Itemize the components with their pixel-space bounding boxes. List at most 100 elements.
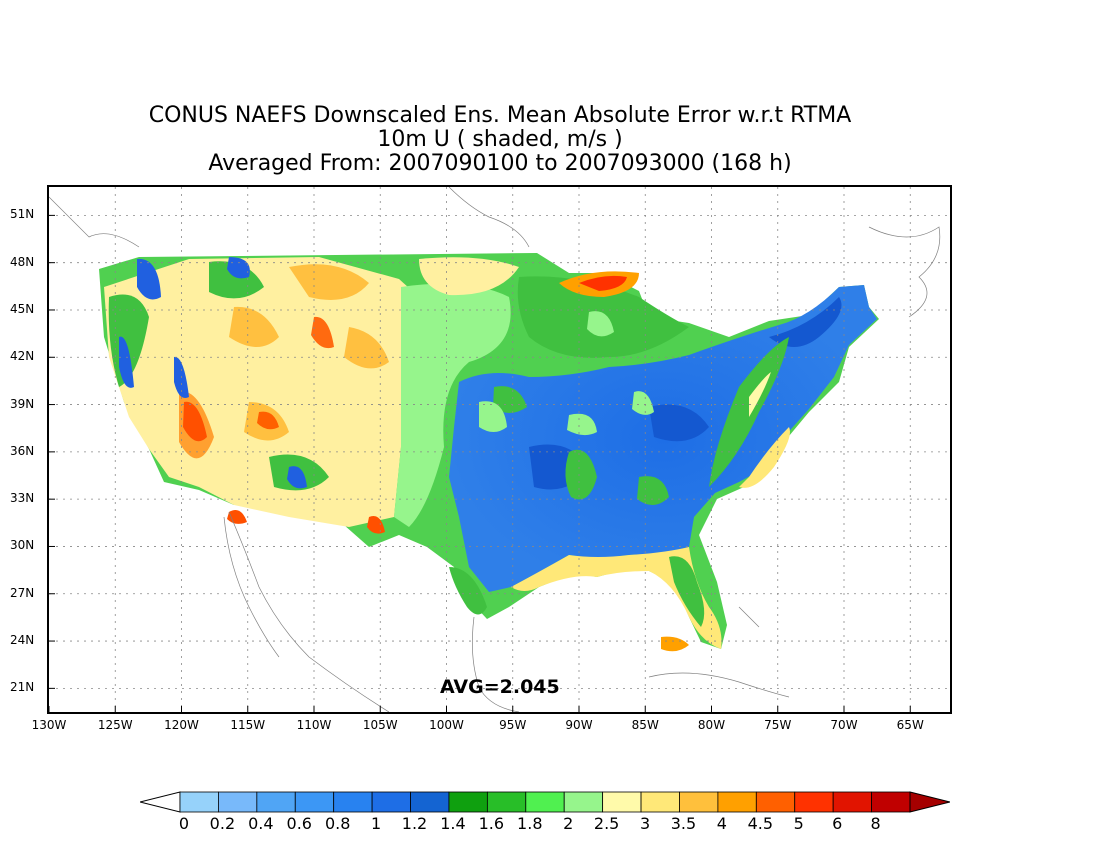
west-orange-2 xyxy=(229,306,279,347)
colorbar-label: 2.5 xyxy=(593,814,620,833)
colorbar-label: 1.2 xyxy=(401,814,428,833)
colorbar-label: 0.2 xyxy=(209,814,236,833)
colorbar-over-triangle xyxy=(909,791,950,813)
west-orange-1 xyxy=(289,264,369,300)
west-red-1 xyxy=(183,401,207,442)
lon-label: 130W xyxy=(31,718,67,732)
colorbar-label: 1.4 xyxy=(440,814,466,833)
colorbar-swatch xyxy=(218,791,258,813)
colorbar-swatch xyxy=(486,791,527,813)
west-yellow xyxy=(104,257,419,527)
colorbar xyxy=(140,791,950,813)
colorbar-swatch xyxy=(371,791,411,813)
lat-label: 51N xyxy=(10,207,35,222)
colorbar-swatch xyxy=(602,791,642,813)
west-red-3 xyxy=(367,516,385,534)
colorbar-swatch xyxy=(640,791,680,813)
west-orange-5 xyxy=(344,327,389,369)
grid-lines xyxy=(49,187,950,712)
colorbar-swatch xyxy=(256,791,296,813)
lat-label: 33N xyxy=(10,491,35,506)
colorbar-swatch xyxy=(525,791,565,813)
title-line-2: 10m U ( shaded, m/s ) xyxy=(377,127,623,152)
colorbar-label: 4 xyxy=(716,814,727,833)
lat-label: 27N xyxy=(10,585,35,600)
colorbar-swatch xyxy=(410,791,450,813)
colorbar-label: 0.6 xyxy=(286,814,312,833)
west-red-5 xyxy=(227,509,247,524)
lon-label: 95W xyxy=(499,718,527,732)
colorbar-label: 0.8 xyxy=(324,814,351,833)
colorbar-label: 6 xyxy=(832,814,843,833)
lon-label: 65W xyxy=(896,718,924,732)
mexico-west-coast xyxy=(228,511,390,712)
lon-label: 90W xyxy=(565,718,593,732)
lon-label: 80W xyxy=(697,718,726,732)
lon-label: 125W xyxy=(97,718,133,732)
lat-label: 21N xyxy=(10,680,35,695)
colorbar-label: 0.4 xyxy=(248,814,274,833)
east-blue-dark-3 xyxy=(769,297,842,347)
colorbar-label: 1 xyxy=(371,814,382,833)
shaded-field xyxy=(99,253,879,652)
colorbar-swatch xyxy=(333,791,373,813)
lat-label: 24N xyxy=(10,633,35,648)
colorbar-label: 5 xyxy=(793,814,804,833)
average-annotation: AVG=2.045 xyxy=(440,676,560,698)
colorbar-swatch xyxy=(179,791,219,813)
west-blue-2 xyxy=(119,336,134,388)
colorbar-label: 1.6 xyxy=(478,814,505,833)
appalachian-yellow xyxy=(749,372,771,417)
west-red-4 xyxy=(257,411,279,430)
lon-label: 120W xyxy=(164,718,199,732)
colorbar-swatch xyxy=(832,791,872,813)
lon-label: 100W xyxy=(429,718,464,732)
title-line-3: Averaged From: 2007090100 to 2007093000 … xyxy=(208,151,792,176)
lat-label: 36N xyxy=(10,443,35,458)
outline-lines xyxy=(49,187,941,712)
east-lightgreen-2 xyxy=(567,413,597,436)
colorbar-label: 3.5 xyxy=(670,814,697,833)
west-blue-1 xyxy=(137,258,161,300)
florida-green xyxy=(669,556,705,627)
mexico-gulf-coast xyxy=(471,616,520,712)
colorbar-swatch xyxy=(448,791,488,813)
atlantic-coast-yellow xyxy=(739,427,790,488)
colorbar-label: 8 xyxy=(870,814,881,833)
west-green-2 xyxy=(209,261,264,299)
bahamas-outline xyxy=(738,606,760,628)
west-red-2 xyxy=(311,316,334,349)
lat-label: 42N xyxy=(10,349,35,364)
colorbar-label: 3 xyxy=(639,814,651,833)
lakes-lightgreen xyxy=(587,311,614,337)
canada-border xyxy=(49,196,140,248)
lat-label: 45N xyxy=(10,301,35,316)
lon-label: 110W xyxy=(296,718,332,732)
map-panel xyxy=(47,185,952,714)
lat-label: 39N xyxy=(10,396,35,411)
colorbar-label: 4.5 xyxy=(747,814,774,833)
florida-orange xyxy=(661,636,689,652)
colorbar-label: 2 xyxy=(563,814,574,833)
colorbar-under-triangle xyxy=(140,791,181,813)
lon-label: 105W xyxy=(362,718,398,732)
colorbar-swatch xyxy=(563,791,604,813)
lon-label: 85W xyxy=(631,718,659,732)
title-line-1: CONUS NAEFS Downscaled Ens. Mean Absolut… xyxy=(148,103,852,128)
east-blue-dark-2 xyxy=(649,404,709,442)
west-blue-5 xyxy=(287,466,307,489)
colorbar-swatch xyxy=(871,791,911,813)
east-green-3 xyxy=(493,386,527,413)
baja-coast xyxy=(223,516,280,658)
colorbar-label: 1.8 xyxy=(517,814,543,833)
superior-red xyxy=(579,275,627,291)
lon-label: 115W xyxy=(230,718,266,732)
colorbar-swatch xyxy=(294,791,335,813)
colorbar-swatch xyxy=(755,791,796,813)
tick-marks xyxy=(49,214,911,712)
canada-east-coast xyxy=(868,226,941,318)
plains-lightgreen xyxy=(394,283,511,527)
east-green-1 xyxy=(565,449,597,500)
texas-green xyxy=(449,567,487,615)
hudson-shore xyxy=(448,187,530,248)
